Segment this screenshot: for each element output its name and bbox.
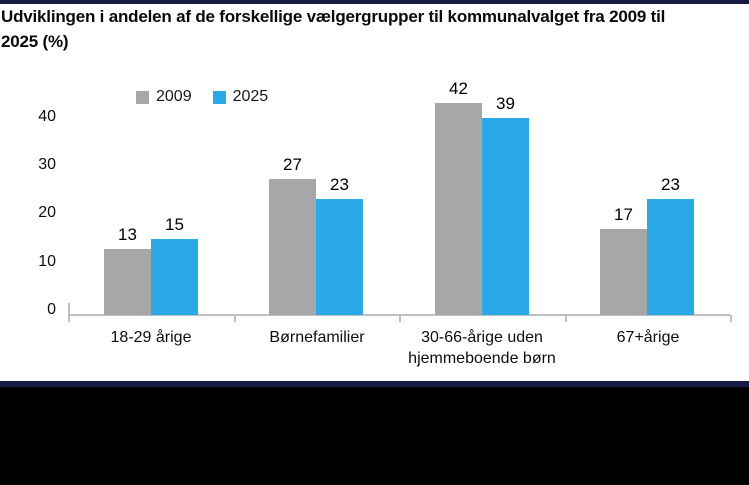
bar-value-label: 27 bbox=[283, 155, 302, 174]
x-axis-category-label: Børnefamilier bbox=[269, 329, 365, 346]
y-axis-tick-label: 10 bbox=[38, 253, 56, 270]
legend-label-2025: 2025 bbox=[232, 88, 269, 105]
bar-value-label: 17 bbox=[614, 205, 633, 224]
x-axis-category-label: 30-66-årige uden hjemmeboende børn bbox=[408, 329, 556, 367]
top-border-rule bbox=[0, 0, 749, 4]
x-axis-tick bbox=[565, 315, 567, 322]
footer-redacted-band bbox=[0, 387, 749, 485]
bar-value-label: 42 bbox=[449, 79, 468, 98]
x-axis-tick bbox=[234, 315, 236, 322]
y-axis-tick-label: 0 bbox=[47, 301, 56, 318]
x-axis-tick bbox=[730, 315, 732, 322]
legend-swatch-2025-icon bbox=[212, 90, 226, 104]
legend-item-2009: 2009 bbox=[136, 88, 192, 106]
bar-2025 bbox=[482, 118, 529, 315]
bar-2025 bbox=[316, 199, 363, 315]
y-axis-tick-label: 40 bbox=[38, 108, 56, 125]
bottom-border-rule bbox=[0, 381, 749, 387]
plot-area: 0 10 20 30 40 13 15 18-29 årige 27 23 Børnefamilie… bbox=[38, 79, 732, 367]
bar-2009 bbox=[435, 103, 482, 315]
x-axis-category-label: 18-29 årige bbox=[110, 329, 192, 346]
bar-2009 bbox=[600, 229, 647, 315]
bar-value-label: 15 bbox=[165, 215, 184, 234]
bar-value-label: 23 bbox=[330, 175, 349, 194]
x-axis-tick bbox=[68, 315, 70, 322]
y-axis-tick-label: 30 bbox=[38, 156, 56, 173]
bar-2025 bbox=[647, 199, 694, 315]
legend-swatch-2009-icon bbox=[136, 90, 149, 104]
bar-2025 bbox=[151, 239, 198, 315]
legend: 2009 2025 bbox=[136, 88, 268, 106]
legend-item-2025: 2025 bbox=[212, 88, 269, 106]
bar-value-label: 23 bbox=[661, 175, 680, 194]
x-axis-category-label: 67+årige bbox=[616, 329, 680, 346]
legend-label-2009: 2009 bbox=[156, 88, 192, 105]
y-axis-stub bbox=[68, 303, 70, 315]
y-axis-tick-label: 20 bbox=[38, 204, 56, 221]
bar-2009 bbox=[104, 249, 151, 315]
bar-value-label: 39 bbox=[496, 94, 515, 113]
bar-2009 bbox=[269, 179, 316, 315]
bar-value-label: 13 bbox=[118, 225, 137, 244]
chart-title: Udviklingen i andelen af de forskellige … bbox=[1, 7, 666, 51]
x-axis-tick bbox=[399, 315, 401, 322]
